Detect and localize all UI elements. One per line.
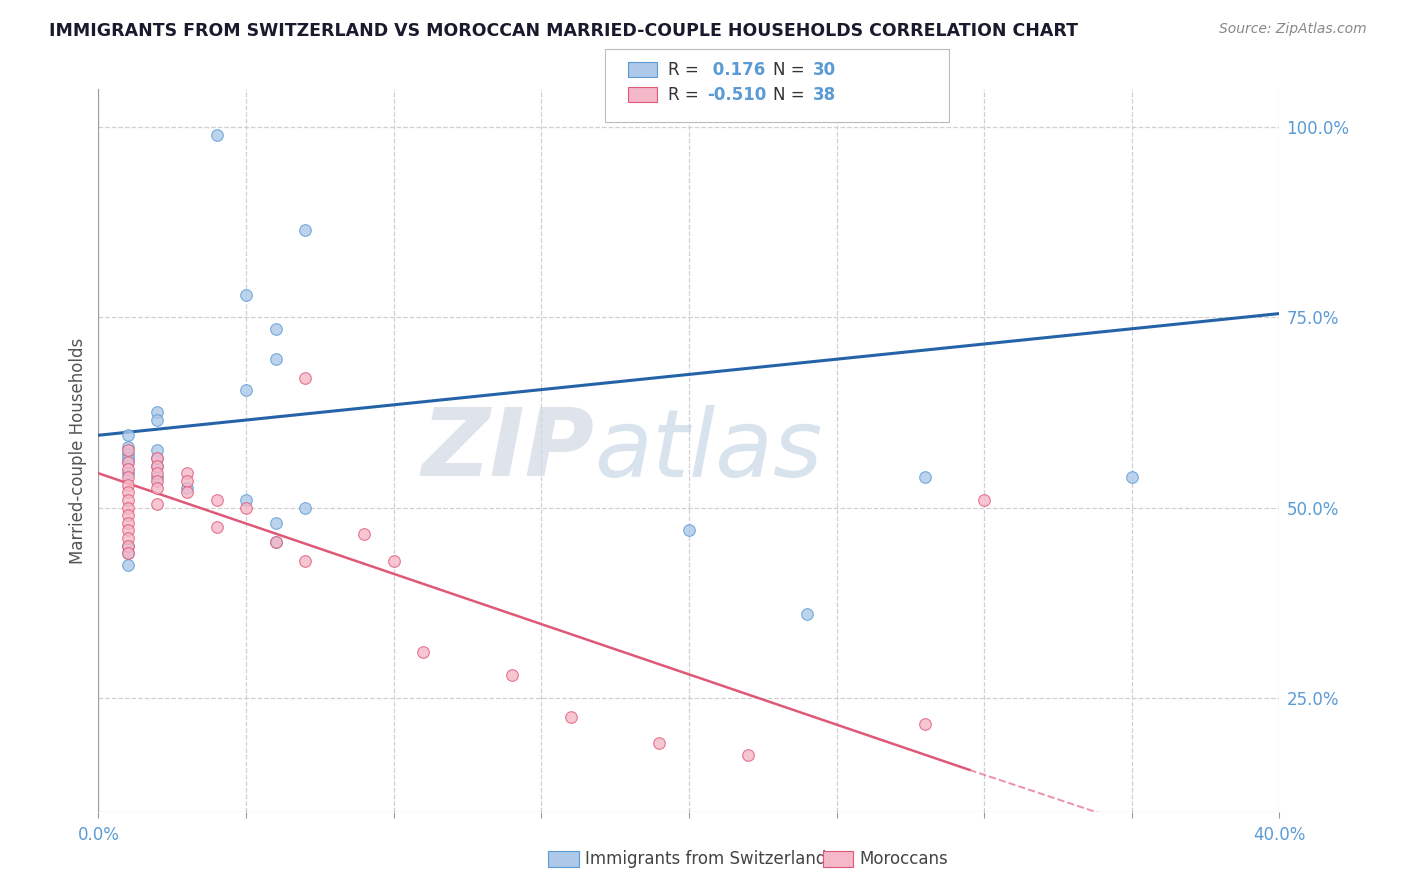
Point: [117, 524, 139, 538]
Point: [737, 747, 759, 762]
Point: [117, 539, 139, 553]
Text: R =: R =: [668, 86, 704, 103]
Point: [264, 534, 287, 549]
Point: [117, 477, 139, 491]
Point: [117, 443, 139, 458]
Point: [146, 451, 169, 466]
Text: Source: ZipAtlas.com: Source: ZipAtlas.com: [1219, 22, 1367, 37]
Point: [117, 440, 139, 454]
Point: [146, 405, 169, 419]
Point: [117, 531, 139, 545]
Y-axis label: Married-couple Households: Married-couple Households: [69, 337, 87, 564]
Text: IMMIGRANTS FROM SWITZERLAND VS MOROCCAN MARRIED-COUPLE HOUSEHOLDS CORRELATION CH: IMMIGRANTS FROM SWITZERLAND VS MOROCCAN …: [49, 22, 1078, 40]
Point: [353, 527, 375, 541]
Point: [117, 447, 139, 461]
Text: ZIP: ZIP: [422, 404, 595, 497]
Point: [678, 524, 700, 538]
Point: [914, 717, 936, 731]
Point: [294, 371, 316, 385]
Point: [146, 458, 169, 473]
Point: [146, 451, 169, 466]
Point: [146, 413, 169, 427]
Point: [412, 645, 434, 659]
Point: [235, 500, 257, 515]
Point: [117, 462, 139, 476]
Point: [205, 519, 228, 533]
Point: [117, 467, 139, 481]
Text: atlas: atlas: [595, 405, 823, 496]
Text: Moroccans: Moroccans: [859, 850, 948, 868]
Point: [176, 485, 198, 500]
Point: [176, 482, 198, 496]
Point: [117, 500, 139, 515]
Point: [264, 534, 287, 549]
Point: [117, 516, 139, 530]
Point: [146, 458, 169, 473]
Point: [1121, 470, 1143, 484]
Point: [146, 467, 169, 481]
Point: [117, 508, 139, 522]
Text: N =: N =: [773, 86, 810, 103]
Text: 0.176: 0.176: [707, 61, 765, 78]
Point: [146, 474, 169, 488]
Text: R =: R =: [668, 61, 704, 78]
Point: [235, 383, 257, 397]
Point: [117, 455, 139, 469]
Point: [176, 474, 198, 488]
Point: [294, 223, 316, 237]
Point: [176, 467, 198, 481]
Point: [146, 443, 169, 458]
Point: [117, 539, 139, 553]
Point: [973, 492, 995, 507]
Text: N =: N =: [773, 61, 810, 78]
Point: [117, 485, 139, 500]
Point: [501, 668, 523, 682]
Point: [146, 482, 169, 496]
Point: [205, 128, 228, 142]
Point: [205, 492, 228, 507]
Point: [264, 352, 287, 367]
Point: [235, 492, 257, 507]
Point: [264, 516, 287, 530]
Point: [146, 497, 169, 511]
Point: [914, 470, 936, 484]
Point: [117, 546, 139, 560]
Point: [648, 736, 671, 750]
Point: [382, 554, 405, 568]
Text: Immigrants from Switzerland: Immigrants from Switzerland: [585, 850, 827, 868]
Point: [117, 492, 139, 507]
Point: [117, 428, 139, 442]
Point: [560, 709, 582, 723]
Point: [117, 455, 139, 469]
Point: [264, 322, 287, 336]
Point: [796, 607, 818, 621]
Point: [117, 546, 139, 560]
Point: [235, 287, 257, 301]
Point: [294, 500, 316, 515]
Point: [117, 470, 139, 484]
Point: [294, 554, 316, 568]
Point: [117, 558, 139, 572]
Point: [146, 470, 169, 484]
Point: [117, 451, 139, 466]
Text: 38: 38: [813, 86, 835, 103]
Text: 30: 30: [813, 61, 835, 78]
Text: -0.510: -0.510: [707, 86, 766, 103]
